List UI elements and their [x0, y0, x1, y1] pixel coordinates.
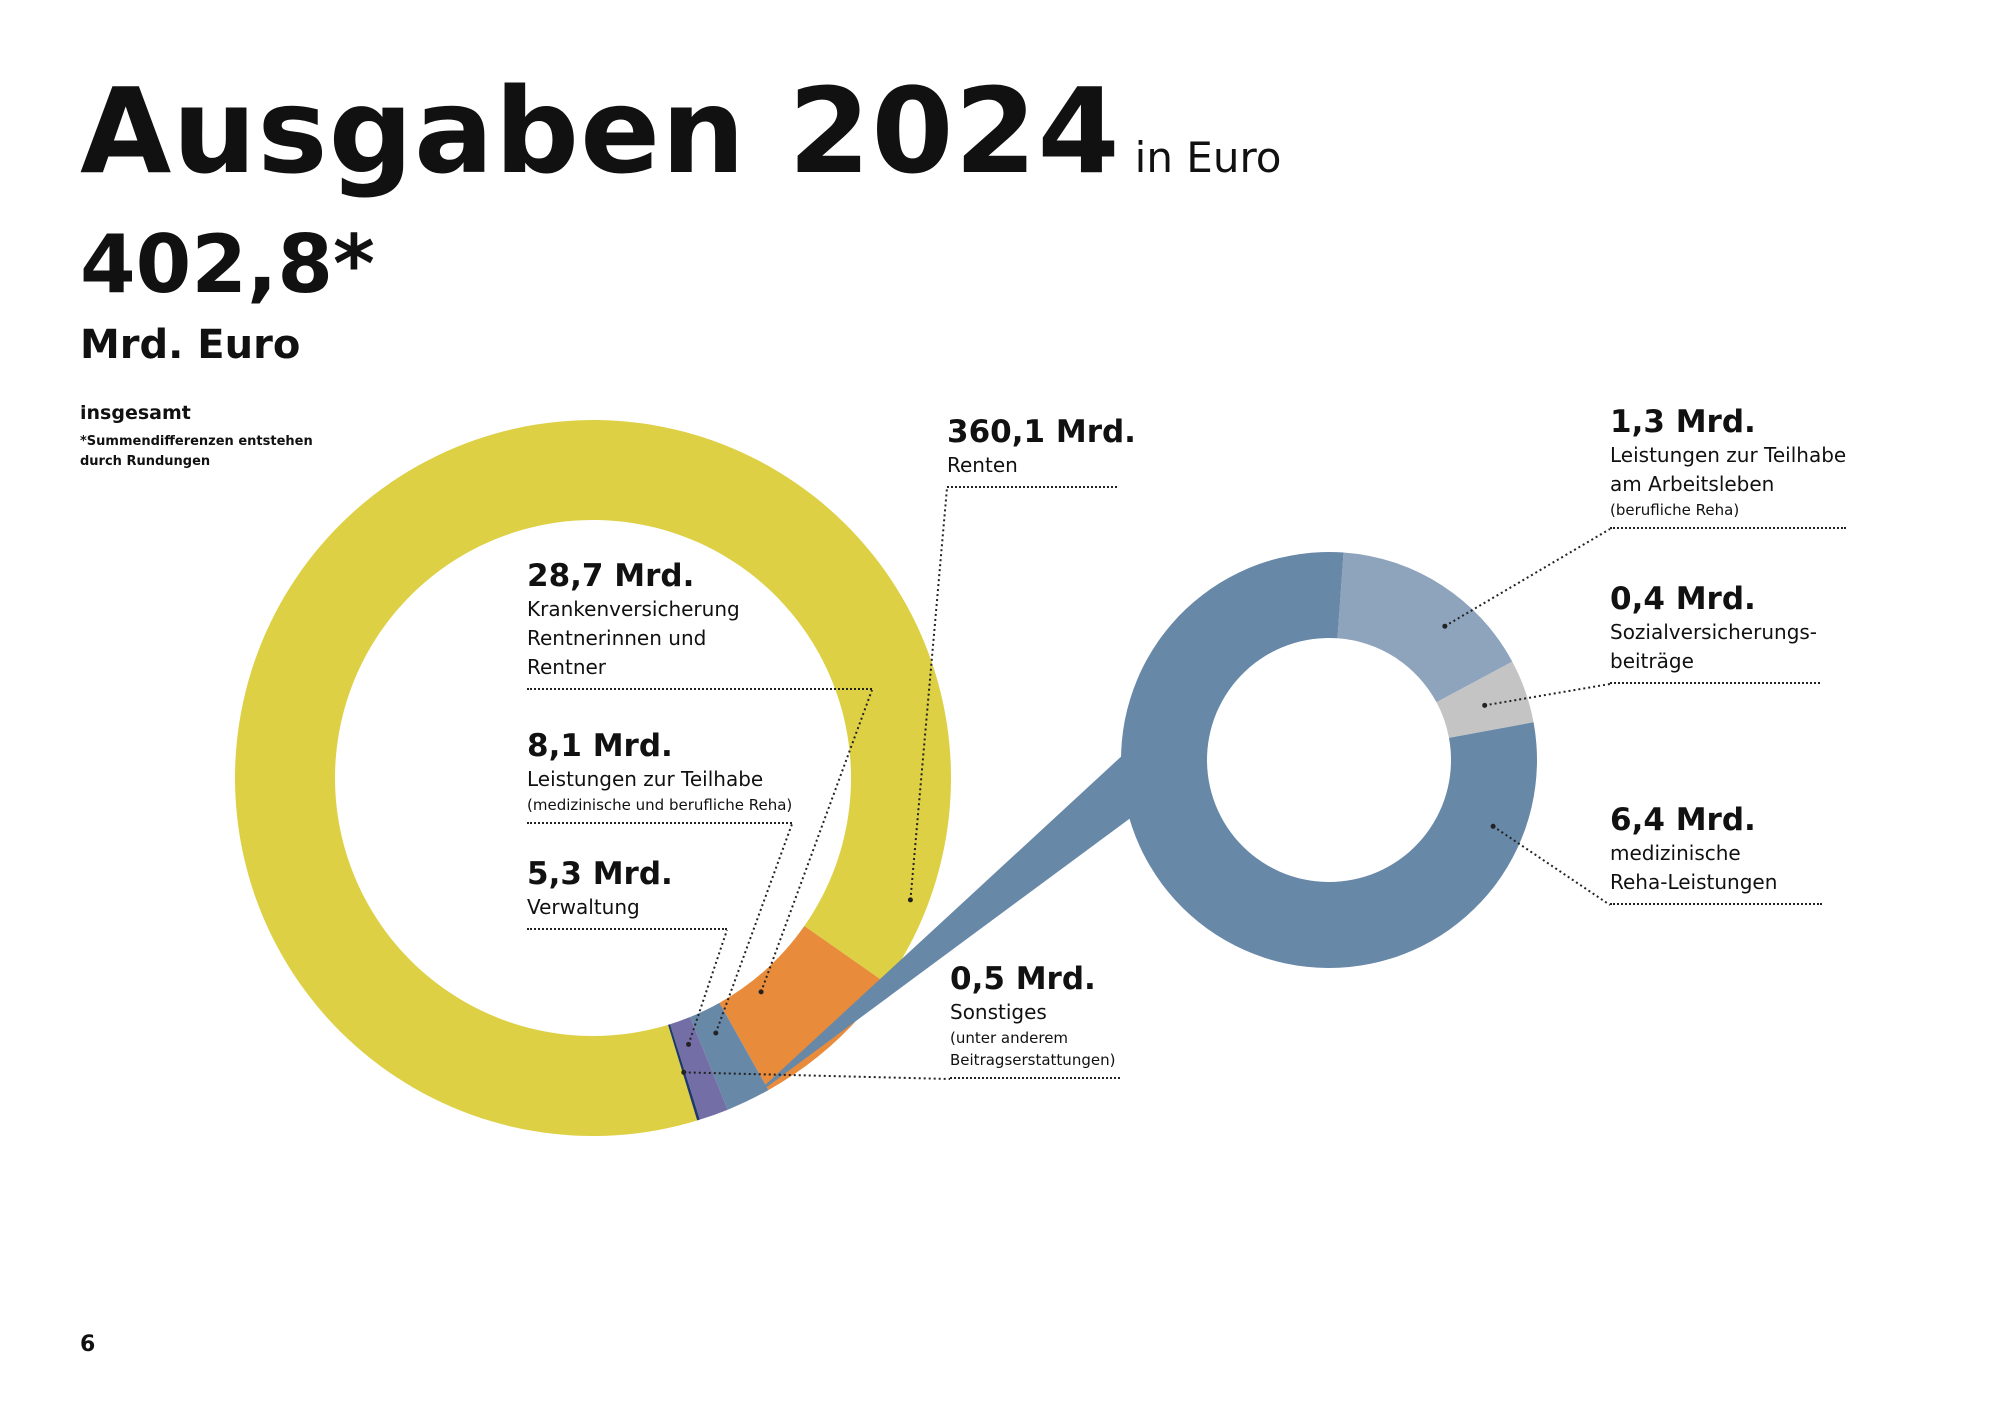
label-renten: 360,1 Mrd. Renten — [947, 413, 1136, 488]
data-label-text: Leistungen zur Teilhabe — [527, 767, 764, 791]
label-underline — [527, 928, 727, 930]
data-label-text: Krankenversicherung — [527, 597, 740, 621]
label-underline — [1610, 903, 1822, 905]
data-label-value: 8,1 Mrd. — [527, 728, 673, 764]
slice-medizinische-reha — [1121, 551, 1538, 969]
slice-berufliche-reha — [1337, 552, 1513, 703]
data-label-value: 0,5 Mrd. — [950, 961, 1096, 997]
total-value: 402,8* — [80, 218, 375, 311]
data-label-value: 28,7 Mrd. — [527, 558, 695, 594]
leader-berufliche-reha — [1444, 528, 1611, 628]
label-sonstiges: 0,5 Mrd. Sonstiges (unter anderem Beitragse… — [950, 960, 1120, 1079]
data-label-text: Sonstiges — [950, 1000, 1047, 1024]
page-number: 6 — [80, 1332, 96, 1357]
data-label-text: Rentnerinnen und — [527, 626, 707, 650]
data-label-value: 5,3 Mrd. — [527, 856, 673, 892]
leader-medizinische-reha-dot — [1490, 823, 1496, 829]
leader-krankenversicherung-dot — [758, 989, 764, 995]
slice-krankenversicherung — [719, 925, 887, 1091]
data-label-note: (berufliche Reha) — [1610, 501, 1740, 519]
leader-sozialversicherung-dot — [1482, 702, 1488, 708]
data-label-text: medizinische — [1610, 841, 1741, 865]
leader-krankenversicherung — [760, 689, 873, 993]
label-sozialversicherung: 0,4 Mrd. Sozialversicherungs-beiträge — [1610, 580, 1820, 684]
data-label-note: (medizinische und berufliche Reha) — [527, 796, 793, 814]
leader-teilhabe — [714, 823, 793, 1034]
label-berufliche-reha: 1,3 Mrd. Leistungen zur Teilhabe am Arbeit… — [1610, 403, 1846, 529]
leader-berufliche-reha-dot — [1442, 623, 1448, 629]
label-teilhabe: 8,1 Mrd. Leistungen zur Teilhabe (medizini… — [527, 727, 792, 824]
connector-wedge — [748, 752, 1133, 1101]
leader-sonstiges — [683, 1071, 951, 1080]
leader-sozialversicherung — [1484, 683, 1611, 707]
label-underline — [950, 1077, 1120, 1079]
data-label-text: Rentner — [527, 655, 607, 679]
slice-teilhabe — [690, 1002, 769, 1110]
data-label-text: Sozialversicherungs- — [1610, 620, 1818, 644]
data-label-text: am Arbeitsleben — [1610, 472, 1775, 496]
leader-renten-dot — [907, 897, 913, 903]
slice-sozialversicherung — [1436, 661, 1534, 738]
data-label-note: (unter anderem — [950, 1029, 1069, 1047]
data-label-text: Verwaltung — [527, 895, 640, 919]
leader-verwaltung — [687, 929, 728, 1045]
data-label-value: 6,4 Mrd. — [1610, 802, 1756, 838]
page-title: Ausgaben 2024 in Euro — [80, 62, 1282, 200]
label-underline — [527, 688, 872, 690]
label-medizinische-reha: 6,4 Mrd. medizinische Reha-Leistungen — [1610, 801, 1822, 905]
data-label-note: Beitragserstattungen) — [950, 1051, 1116, 1069]
slice-verwaltung — [669, 1017, 728, 1120]
label-underline — [1610, 527, 1846, 529]
leader-renten — [909, 487, 948, 900]
footnote: *Summendifferenzen entstehen durch Rundu… — [80, 434, 313, 469]
data-label-value: 0,4 Mrd. — [1610, 581, 1756, 617]
data-label-value: 360,1 Mrd. — [947, 414, 1136, 450]
total-unit: Mrd. Euro — [80, 322, 301, 368]
title-suffix: in Euro — [1134, 133, 1282, 182]
label-krankenversicherung: 28,7 Mrd. Krankenversicherung Rentnerinnen… — [527, 557, 872, 690]
data-label-text: Reha-Leistungen — [1610, 870, 1778, 894]
leader-medizinische-reha — [1492, 825, 1611, 906]
data-label-value: 1,3 Mrd. — [1610, 404, 1756, 440]
leader-verwaltung-dot — [686, 1041, 692, 1047]
total-label: insgesamt — [80, 402, 191, 424]
label-underline — [947, 486, 1117, 488]
data-label-text: beiträge — [1610, 649, 1694, 673]
leader-teilhabe-dot — [713, 1030, 719, 1036]
title-text: Ausgaben 2024 — [80, 62, 1121, 200]
label-verwaltung: 5,3 Mrd. Verwaltung — [527, 855, 727, 930]
leader-sonstiges-dot — [681, 1069, 687, 1075]
data-label-text: Renten — [947, 453, 1018, 477]
label-underline — [527, 822, 792, 824]
data-label-text: Leistungen zur Teilhabe — [1610, 443, 1847, 467]
label-underline — [1610, 682, 1820, 684]
